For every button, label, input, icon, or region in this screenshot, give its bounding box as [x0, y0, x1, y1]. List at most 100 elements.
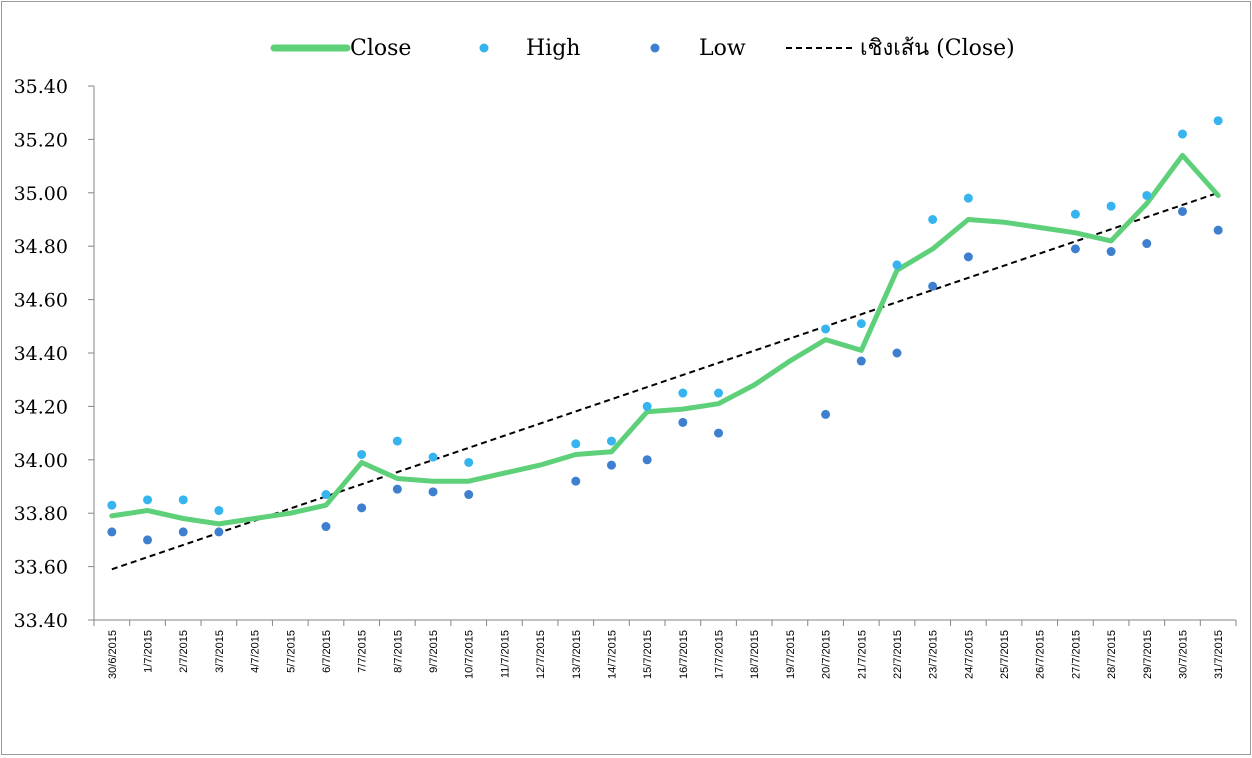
- legend-label-low: Low: [699, 36, 746, 61]
- low-point: [928, 281, 938, 291]
- y-tick-label: 35.40: [14, 76, 68, 98]
- high-point: [821, 324, 831, 334]
- trend-layer: [111, 191, 1219, 571]
- low-point: [642, 455, 652, 465]
- x-tick-label: 23/7/2015: [928, 630, 940, 679]
- y-tick-label: 35.20: [14, 129, 68, 151]
- low-point: [1070, 244, 1080, 254]
- high-point: [892, 260, 902, 270]
- low-point: [963, 252, 973, 262]
- y-tick-label: 35.00: [14, 183, 68, 205]
- legend-swatch-high: [479, 43, 489, 53]
- axes: 33.40 33.60 33.80 34.00 34.20 34.40 34.60 34.80…: [14, 76, 1237, 679]
- x-tick-label: 30/7/2015: [1177, 630, 1189, 679]
- y-tick-label: 33.60: [14, 557, 68, 579]
- high-point: [464, 457, 474, 467]
- high-point: [1106, 201, 1116, 211]
- x-tick-label: 20/7/2015: [821, 630, 833, 679]
- y-tick-label: 34.80: [14, 236, 68, 258]
- y-tick-label: 34.40: [14, 343, 68, 365]
- high-point: [1070, 209, 1080, 219]
- high-point: [428, 452, 438, 462]
- low-point: [856, 356, 866, 366]
- high-point: [1213, 116, 1223, 126]
- legend: Close High Low เชิงเส้น (Close): [270, 36, 1015, 61]
- y-tick-label: 34.60: [14, 290, 68, 312]
- x-tick-label: 8/7/2015: [392, 630, 404, 673]
- y-tick-label: 33.40: [14, 610, 68, 632]
- high-point: [357, 449, 367, 459]
- high-point: [856, 319, 866, 329]
- high-point: [392, 436, 402, 446]
- x-tick-label: 12/7/2015: [535, 630, 547, 679]
- high-point: [642, 401, 652, 411]
- high-point: [107, 500, 117, 510]
- high-point: [1177, 129, 1187, 139]
- x-tick-label: 9/7/2015: [428, 630, 440, 673]
- low-point: [714, 428, 724, 438]
- legend-label-close: Close: [350, 36, 411, 61]
- x-tick-label: 17/7/2015: [714, 630, 726, 679]
- y-tick-label: 33.80: [14, 503, 68, 525]
- low-point: [464, 490, 474, 500]
- x-tick-label: 4/7/2015: [250, 630, 262, 673]
- low-point: [571, 476, 581, 486]
- y-tick-label: 34.00: [14, 450, 68, 472]
- x-tick-label: 10/7/2015: [464, 630, 476, 679]
- low-point: [606, 460, 616, 470]
- high-markers-layer: [107, 116, 1223, 516]
- close-series-line: [109, 152, 1221, 527]
- x-tick-label: 18/7/2015: [749, 630, 761, 679]
- high-point: [606, 436, 616, 446]
- x-tick-label: 29/7/2015: [1142, 630, 1154, 679]
- x-tick-label: 19/7/2015: [785, 630, 797, 679]
- low-point: [357, 503, 367, 513]
- high-point: [963, 193, 973, 203]
- x-tick-label: 13/7/2015: [571, 630, 583, 679]
- low-point: [821, 409, 831, 419]
- close-line-layer: [109, 152, 1221, 527]
- low-point: [1177, 206, 1187, 216]
- legend-swatch-low: [650, 43, 660, 53]
- legend-label-trend: เชิงเส้น (Close): [860, 36, 1015, 61]
- x-tick-label: 5/7/2015: [285, 630, 297, 673]
- high-point: [214, 506, 224, 516]
- x-tick-label: 25/7/2015: [999, 630, 1011, 679]
- x-tick-label: 28/7/2015: [1106, 630, 1118, 679]
- high-point: [1142, 190, 1152, 200]
- low-point: [678, 417, 688, 427]
- low-point: [321, 522, 331, 532]
- high-point: [678, 388, 688, 398]
- low-point: [107, 527, 117, 537]
- high-point: [143, 495, 153, 505]
- x-tick-label: 2/7/2015: [178, 630, 190, 673]
- high-point: [571, 439, 581, 449]
- x-tick-label: 1/7/2015: [143, 630, 155, 673]
- x-tick-label: 16/7/2015: [678, 630, 690, 679]
- trend-line: [111, 191, 1219, 571]
- high-point: [321, 490, 331, 500]
- x-tick-label: 15/7/2015: [642, 630, 654, 679]
- x-tick-label: 30/6/2015: [107, 630, 119, 679]
- x-tick-label: 21/7/2015: [856, 630, 868, 679]
- x-tick-label: 11/7/2015: [499, 630, 511, 678]
- high-point: [178, 495, 188, 505]
- x-tick-label: 31/7/2015: [1213, 630, 1225, 679]
- x-tick-label: 6/7/2015: [321, 630, 333, 673]
- x-tick-label: 14/7/2015: [606, 630, 618, 679]
- x-tick-label: 3/7/2015: [214, 630, 226, 673]
- low-point: [428, 487, 438, 497]
- x-tick-label: 26/7/2015: [1035, 630, 1047, 679]
- low-point: [214, 527, 224, 537]
- high-point: [928, 215, 938, 224]
- low-point: [892, 348, 902, 358]
- low-point: [1213, 225, 1223, 235]
- low-point: [1142, 239, 1152, 249]
- x-tick-label: 27/7/2015: [1070, 630, 1082, 679]
- x-tick-label: 7/7/2015: [357, 630, 369, 673]
- low-markers-layer: [107, 206, 1223, 545]
- y-tick-label: 34.20: [14, 396, 68, 418]
- x-tick-label: 22/7/2015: [892, 630, 904, 679]
- legend-label-high: High: [526, 36, 580, 61]
